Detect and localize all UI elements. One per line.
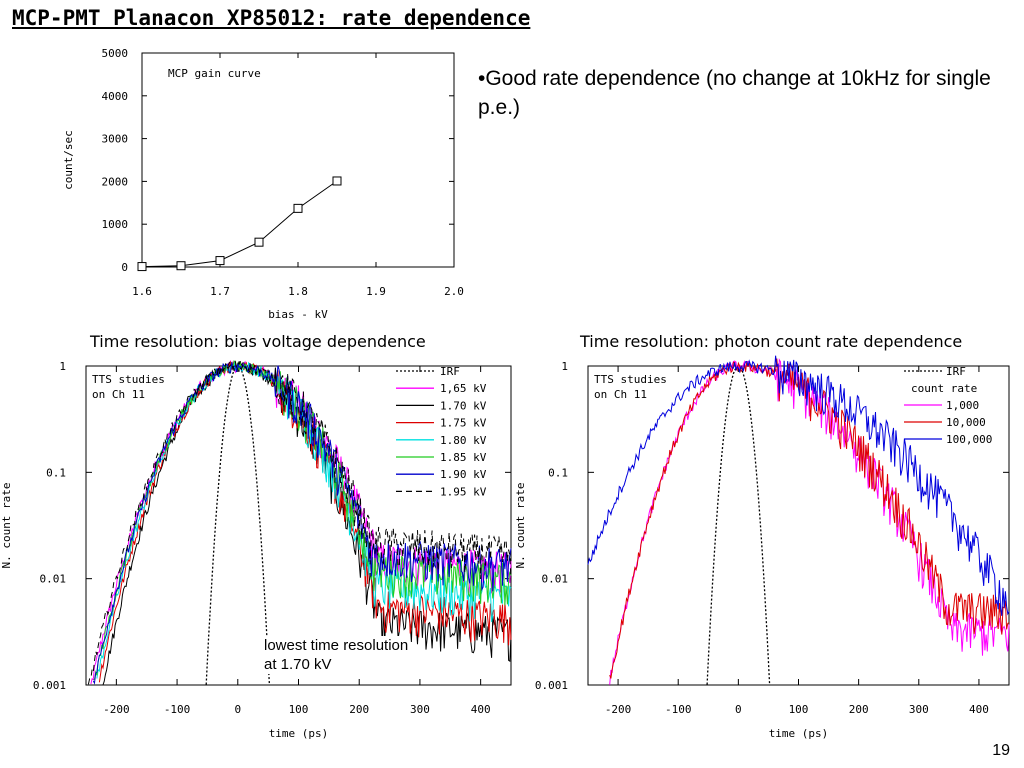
annotation-line-1: lowest time resolution	[264, 637, 409, 654]
rate-x-tick-label: -100	[665, 703, 692, 716]
bullet-text: •Good rate dependence (no change at 10kH…	[478, 67, 991, 119]
gain-x-axis-label: bias - kV	[268, 308, 328, 321]
gain-data-point	[293, 203, 303, 213]
bias-legend-label: 1.90 kV	[440, 468, 487, 481]
rate-y-tick-label: 0.001	[535, 679, 568, 692]
rate-y-tick-label: 0.1	[548, 466, 568, 479]
bias-x-tick-label: 100	[289, 703, 309, 716]
gain-y-tick-label: 1000	[102, 218, 129, 231]
gain-plot-frame	[141, 52, 455, 268]
gain-y-tick-label: 4000	[102, 90, 129, 103]
gain-x-tick-label: 1.6	[132, 285, 152, 298]
rate-x-axis-label: time (ps)	[769, 727, 829, 740]
bias-y-tick-label: 1	[59, 360, 66, 373]
bias-legend-label: 1.95 kV	[440, 485, 487, 498]
rate-legend-label: 100,000	[946, 433, 992, 446]
rate-annotation-text: on Ch 11	[594, 388, 647, 401]
gain-x-tick-label: 1.7	[210, 285, 230, 298]
caption-bias-voltage: Time resolution: bias voltage dependence	[90, 332, 426, 351]
gain-data-point	[254, 237, 264, 247]
bias-x-axis-label: time (ps)	[269, 727, 329, 740]
rate-x-tick-label: 100	[789, 703, 809, 716]
bias-legend-label: 1,65 kV	[440, 382, 487, 395]
rate-y-tick-label: 0.01	[542, 573, 569, 586]
bias-series-irf	[205, 365, 271, 685]
rate-x-tick-label: -200	[605, 703, 632, 716]
rate-y-axis-label: N. count rate	[514, 482, 527, 568]
bias-series-190kv	[92, 362, 512, 685]
gain-y-tick-label: 5000	[102, 47, 129, 60]
rate-series-100000	[587, 355, 1010, 616]
rate-series-irf	[706, 365, 771, 685]
bias-x-tick-label: 200	[349, 703, 369, 716]
gain-x-tick-label: 1.8	[288, 285, 308, 298]
gain-data-point	[215, 256, 225, 266]
bias-legend-label: 1.85 kV	[440, 451, 487, 464]
annotation-lowest-resolution: lowest time resolution at 1.70 kV	[262, 636, 411, 674]
bias-y-tick-label: 0.001	[33, 679, 66, 692]
rate-legend-label: 1,000	[946, 399, 979, 412]
slide-title: MCP-PMT Planacon XP85012: rate dependenc…	[12, 6, 531, 30]
bias-x-tick-label: -200	[103, 703, 130, 716]
caption-count-rate: Time resolution: photon count rate depen…	[580, 332, 963, 351]
rate-annotation-text: TTS studies	[594, 373, 667, 386]
rate-y-tick-label: 1	[561, 360, 568, 373]
rate-x-tick-label: 0	[735, 703, 742, 716]
gain-curve-line	[141, 180, 338, 268]
gain-data-point	[176, 261, 186, 271]
bias-x-tick-label: 400	[471, 703, 491, 716]
bias-legend-label: 1.80 kV	[440, 434, 487, 447]
gain-x-tick-label: 2.0	[444, 285, 464, 298]
bias-y-axis-label: N. count rate	[0, 482, 13, 568]
bias-y-tick-label: 0.01	[40, 573, 67, 586]
page-number: 19	[992, 742, 1010, 759]
annotation-line-2: at 1.70 kV	[264, 656, 332, 673]
rate-legend-label: IRF	[946, 365, 966, 378]
gain-x-tick-label: 1.9	[366, 285, 386, 298]
bias-annotation-text: TTS studies	[92, 373, 165, 386]
bias-x-tick-label: 300	[410, 703, 430, 716]
gain-y-tick-label: 0	[121, 261, 128, 274]
rate-series-10000	[609, 358, 1010, 679]
bias-y-tick-label: 0.1	[46, 466, 66, 479]
bias-legend-label: 1.70 kV	[440, 399, 487, 412]
bias-legend-label: 1.75 kV	[440, 417, 487, 430]
rate-x-tick-label: 200	[849, 703, 869, 716]
bias-x-tick-label: 0	[234, 703, 241, 716]
rate-legend-title: count rate	[911, 382, 977, 395]
gain-data-point	[332, 176, 342, 186]
rate-x-tick-label: 300	[909, 703, 929, 716]
rate-legend-label: 10,000	[946, 416, 986, 429]
bias-legend-label: IRF	[440, 365, 460, 378]
bias-x-tick-label: -100	[164, 703, 191, 716]
gain-chart-title: MCP gain curve	[168, 67, 261, 80]
gain-data-point	[137, 262, 147, 272]
bias-annotation-text: on Ch 11	[92, 388, 145, 401]
gain-y-tick-label: 2000	[102, 175, 129, 188]
gain-y-tick-label: 3000	[102, 133, 129, 146]
bias-series-195kv	[87, 360, 512, 685]
gain-y-axis-label: count/sec	[62, 130, 75, 190]
rate-x-tick-label: 400	[969, 703, 989, 716]
rate-plot-frame	[587, 365, 1010, 686]
